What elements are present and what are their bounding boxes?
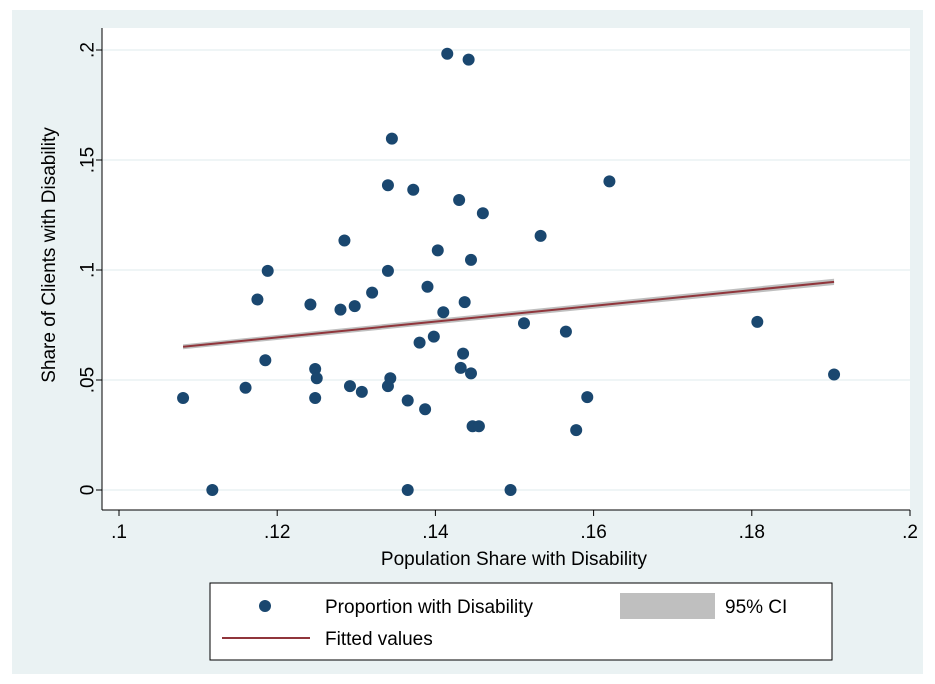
data-point-30 bbox=[441, 47, 454, 60]
data-point-7 bbox=[309, 363, 322, 375]
points-layer bbox=[177, 47, 841, 496]
data-point-9 bbox=[310, 372, 323, 385]
data-point-27 bbox=[427, 330, 440, 343]
data-point-2 bbox=[239, 381, 252, 394]
y-tick-label-1: .05 bbox=[78, 367, 99, 393]
x-tick-label-4: .18 bbox=[739, 522, 765, 543]
x-tick-label-5: .2 bbox=[902, 522, 918, 543]
data-point-19 bbox=[384, 372, 397, 385]
data-point-48 bbox=[751, 315, 764, 328]
x-tick-label-1: .12 bbox=[264, 522, 290, 543]
y-tick-labels: 0 .05 .1 .15 .2 bbox=[78, 42, 99, 495]
data-point-5 bbox=[261, 264, 274, 277]
data-point-37 bbox=[464, 253, 477, 266]
data-point-24 bbox=[413, 336, 426, 349]
data-point-26 bbox=[421, 280, 434, 293]
data-point-41 bbox=[504, 484, 517, 496]
y-tick-label-0: 0 bbox=[78, 485, 99, 496]
x-tick-label-2: .14 bbox=[422, 522, 449, 543]
data-point-40 bbox=[476, 207, 489, 220]
data-point-43 bbox=[534, 229, 547, 242]
axes bbox=[96, 28, 911, 516]
data-point-0 bbox=[177, 392, 190, 405]
grid-lines bbox=[102, 49, 910, 491]
scatter-chart: .1 .12 .14 .16 .18 .2 0 .05 .1 .15 .2 Population … bbox=[39, 28, 918, 661]
plot-area bbox=[102, 28, 910, 510]
data-point-44 bbox=[559, 325, 572, 338]
x-axis-title: Population Share with Disability bbox=[381, 549, 648, 570]
data-point-46 bbox=[581, 391, 594, 404]
data-point-1 bbox=[206, 484, 219, 496]
y-tick-label-4: .2 bbox=[78, 42, 99, 58]
legend-ci-swatch bbox=[620, 593, 715, 619]
data-point-4 bbox=[259, 354, 272, 367]
x-tick-labels: .1 .12 .14 .16 .18 .2 bbox=[111, 522, 918, 543]
data-point-31 bbox=[453, 194, 466, 207]
data-point-35 bbox=[462, 53, 475, 66]
y-tick-label-3: .15 bbox=[78, 147, 99, 173]
data-point-17 bbox=[381, 179, 394, 192]
data-point-25 bbox=[419, 403, 432, 416]
y-tick-label-2: .1 bbox=[78, 262, 99, 278]
data-point-14 bbox=[355, 385, 368, 398]
chart-frame: .1 .12 .14 .16 .18 .2 0 .05 .1 .15 .2 Population … bbox=[12, 10, 923, 674]
legend-label-points: Proportion with Disability bbox=[325, 597, 534, 618]
data-point-33 bbox=[457, 347, 470, 360]
data-point-11 bbox=[338, 234, 351, 247]
data-point-34 bbox=[458, 296, 471, 309]
data-point-42 bbox=[517, 317, 530, 330]
data-point-45 bbox=[570, 424, 583, 437]
y-axis-title: Share of Clients with Disability bbox=[39, 127, 60, 383]
legend-point-marker bbox=[259, 600, 271, 612]
data-point-29 bbox=[437, 306, 450, 319]
data-point-47 bbox=[603, 175, 616, 188]
data-point-12 bbox=[343, 380, 356, 393]
data-point-15 bbox=[366, 286, 379, 299]
legend-box bbox=[209, 582, 833, 661]
data-point-3 bbox=[251, 293, 264, 306]
data-point-21 bbox=[401, 484, 414, 496]
data-point-20 bbox=[385, 132, 398, 145]
data-point-16 bbox=[381, 264, 394, 277]
legend-label-fit: Fitted values bbox=[325, 629, 433, 650]
fit-line-layer bbox=[182, 280, 835, 348]
data-point-22 bbox=[401, 394, 414, 407]
data-point-32 bbox=[454, 361, 467, 374]
data-point-8 bbox=[309, 392, 322, 405]
data-point-49 bbox=[828, 368, 841, 381]
data-point-23 bbox=[407, 183, 420, 196]
fitted-line bbox=[182, 280, 835, 348]
legend-label-ci: 95% CI bbox=[725, 597, 787, 618]
x-tick-label-0: .1 bbox=[111, 522, 127, 543]
legend: Proportion with Disability 95% CI Fitted… bbox=[209, 582, 833, 661]
data-point-6 bbox=[304, 298, 317, 311]
data-point-39 bbox=[472, 420, 485, 433]
data-point-13 bbox=[348, 300, 361, 313]
x-tick-label-3: .16 bbox=[580, 522, 606, 543]
data-point-28 bbox=[431, 244, 444, 257]
data-point-10 bbox=[334, 303, 347, 316]
data-point-36 bbox=[464, 367, 477, 380]
